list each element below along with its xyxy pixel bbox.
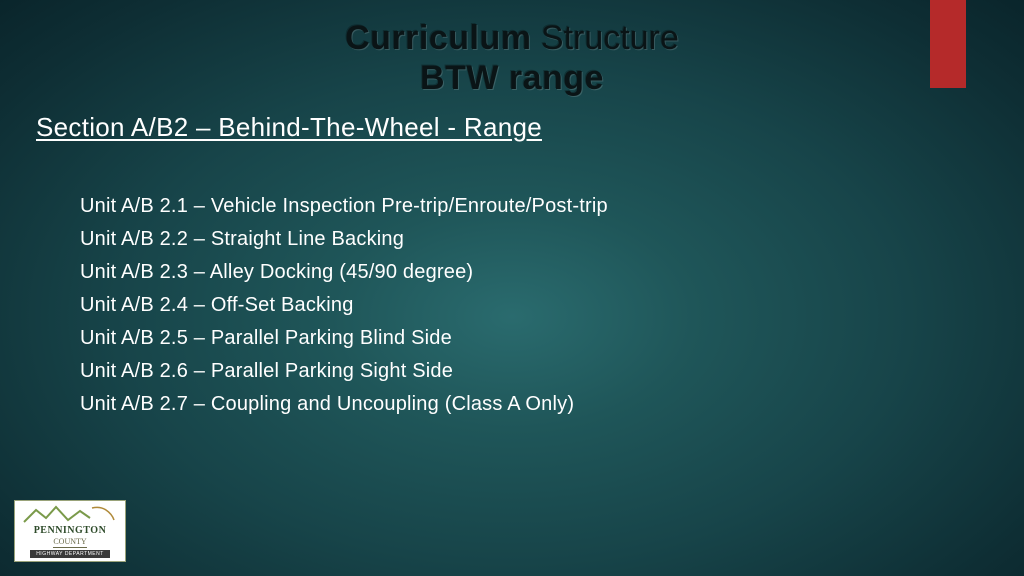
unit-item: Unit A/B 2.6 – Parallel Parking Sight Si…	[80, 355, 608, 388]
slide-title: Curriculum Structure BTW range	[0, 18, 1024, 98]
title-word-reg: Structure	[531, 19, 678, 57]
pennington-county-logo: PENNINGTON COUNTY HIGHWAY DEPARTMENT	[14, 500, 126, 562]
logo-line3: HIGHWAY DEPARTMENT	[30, 550, 110, 558]
logo-line2: COUNTY	[53, 538, 86, 548]
section-heading: Section A/B2 – Behind-The-Wheel - Range	[36, 112, 542, 143]
title-word-bold: Curriculum	[345, 19, 531, 57]
logo-line1: PENNINGTON	[34, 526, 107, 536]
unit-item: Unit A/B 2.2 – Straight Line Backing	[80, 223, 608, 256]
unit-list: Unit A/B 2.1 – Vehicle Inspection Pre-tr…	[80, 190, 608, 421]
slide: Curriculum Structure BTW range Section A…	[0, 0, 1024, 576]
unit-item: Unit A/B 2.4 – Off-Set Backing	[80, 289, 608, 322]
unit-item: Unit A/B 2.1 – Vehicle Inspection Pre-tr…	[80, 190, 608, 223]
unit-item: Unit A/B 2.7 – Coupling and Uncoupling (…	[80, 388, 608, 421]
title-line2: BTW range	[0, 58, 1024, 98]
logo-mountains-icon	[22, 504, 118, 524]
unit-item: Unit A/B 2.3 – Alley Docking (45/90 degr…	[80, 256, 608, 289]
unit-item: Unit A/B 2.5 – Parallel Parking Blind Si…	[80, 322, 608, 355]
